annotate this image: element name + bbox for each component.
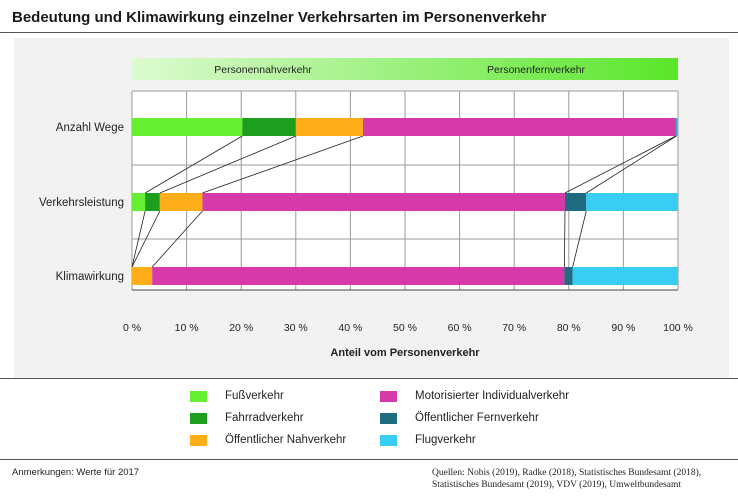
x-axis-label: Anteil vom Personenverkehr: [330, 347, 480, 359]
category-label: Anzahl Wege: [56, 122, 124, 134]
bar-segment: [586, 193, 678, 211]
x-tick-label: 80 %: [557, 322, 581, 334]
connector-line: [131, 210, 146, 268]
bar-segment: [145, 193, 160, 211]
x-tick-label: 40 %: [338, 322, 362, 334]
legend-swatch: [190, 390, 207, 402]
legend-swatch: [190, 412, 207, 424]
bar-segment: [152, 267, 565, 285]
legend-item-miv: Motorisierter Individualverkehr: [380, 390, 569, 402]
header-band-right-label: Personenfernverkehr: [487, 64, 586, 76]
legend-label: Fußverkehr: [225, 390, 284, 402]
legend-swatch: [380, 412, 397, 424]
chart-area: Personennahverkehr Personenfernverkehr Anz…: [14, 38, 729, 378]
connector-line: [564, 135, 676, 194]
bar-segment: [564, 267, 573, 285]
connector-line: [159, 135, 296, 194]
category-label: Klimawirkung: [56, 271, 124, 283]
x-tick-label: 30 %: [284, 322, 308, 334]
connector-line: [564, 210, 566, 268]
connector-line: [202, 135, 364, 194]
chart-title: Bedeutung und Klimawirkung einzelner Ver…: [12, 9, 547, 26]
bar-segment: [572, 267, 678, 285]
x-tick-label: 60 %: [448, 322, 472, 334]
legend-swatch: [380, 434, 397, 446]
legend-item-flugverkehr: Flugverkehr: [380, 434, 476, 446]
bar-segment: [676, 118, 678, 136]
top-divider: [0, 32, 738, 33]
bar-segment: [295, 118, 363, 136]
bar-segment: [132, 118, 243, 136]
connector-line: [151, 210, 203, 268]
x-tick-label: 0 %: [123, 322, 141, 334]
header-band: [132, 58, 678, 80]
x-tick-label: 70 %: [502, 322, 526, 334]
legend-item-fahrradverkehr: Fahrradverkehr: [190, 412, 304, 424]
x-tick-label: 90 %: [611, 322, 635, 334]
legend-swatch: [380, 390, 397, 402]
bar-segment: [159, 193, 203, 211]
bar-segment: [564, 193, 587, 211]
bar-segment: [132, 267, 153, 285]
x-tick-label: 100 %: [663, 322, 693, 334]
x-tick-label: 10 %: [175, 322, 199, 334]
category-label: Verkehrsleistung: [39, 197, 124, 209]
legend-label: Fahrradverkehr: [225, 412, 304, 424]
bar-segment: [242, 118, 296, 136]
connector-line: [144, 135, 243, 194]
footer-divider: [0, 459, 738, 460]
connector-line: [131, 210, 161, 268]
legend-label: Öffentlicher Nahverkehr: [225, 434, 347, 446]
legend-label: Flugverkehr: [415, 434, 476, 446]
bar-segment: [675, 118, 677, 136]
legend: Fußverkehr Fahrradverkehr Öffentlicher N…: [0, 388, 738, 458]
bar-segment: [132, 193, 146, 211]
x-tick-label: 50 %: [393, 322, 417, 334]
legend-label: Motorisierter Individualverkehr: [415, 390, 570, 402]
legend-item-fussverkehr: Fußverkehr: [190, 390, 284, 402]
header-band-left-label: Personennahverkehr: [214, 64, 312, 76]
connector-line: [572, 210, 587, 268]
bar-segment: [362, 118, 676, 136]
legend-swatch: [190, 434, 207, 446]
footnote: Anmerkungen: Werte für 2017: [12, 467, 140, 478]
bar-segment: [202, 193, 565, 211]
connector-line: [586, 135, 677, 194]
legend-item-oeffentlicher-fernverkehr: Öffentlicher Fernverkehr: [380, 412, 539, 424]
legend-label: Öffentlicher Fernverkehr: [415, 412, 539, 424]
legend-divider: [0, 378, 738, 379]
legend-item-oeffentlicher-nahverkehr: Öffentlicher Nahverkehr: [190, 434, 346, 446]
chart-svg: Personennahverkehr Personenfernverkehr Anz…: [39, 58, 693, 359]
sources: Quellen: Nobis (2019), Radke (2018), Sta…: [432, 468, 702, 490]
x-tick-label: 20 %: [229, 322, 253, 334]
